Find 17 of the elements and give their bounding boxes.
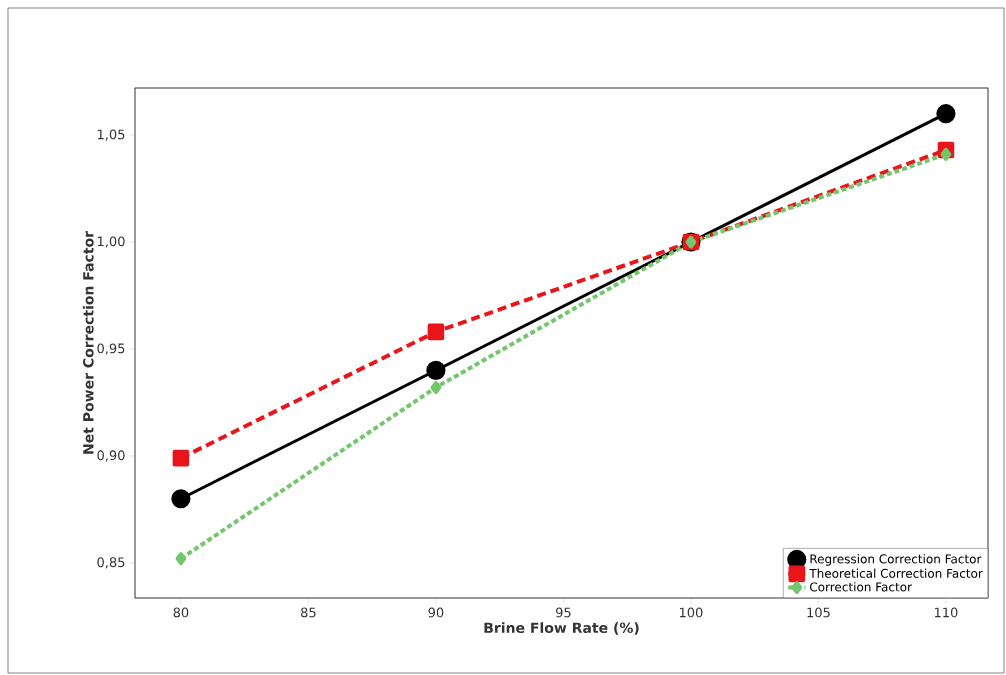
x-tick-label: 110 bbox=[934, 607, 958, 618]
y-tick-label: 1,05 bbox=[97, 129, 125, 141]
legend-label: Correction Factor bbox=[810, 582, 912, 592]
x-tick-label: 105 bbox=[807, 607, 830, 618]
x-axis-title: Brine Flow Rate (%) bbox=[484, 622, 639, 635]
y-tick-label: 0,95 bbox=[97, 343, 125, 355]
x-tick-label: 80 bbox=[173, 607, 189, 618]
legend-label: Regression Correction Factor bbox=[810, 554, 982, 566]
x-tick-label: 100 bbox=[679, 607, 703, 618]
y-tick-label: 1,00 bbox=[97, 236, 125, 248]
y-tick-label: 0,85 bbox=[97, 557, 125, 569]
x-tick-label: 85 bbox=[301, 607, 316, 618]
legend-label: Theoretical Correction Factor bbox=[809, 568, 983, 578]
y-axis-title: Net Power Correction Factor bbox=[82, 231, 94, 454]
y-tick-label: 0,90 bbox=[97, 450, 125, 462]
x-tick-label: 90 bbox=[428, 607, 444, 618]
x-tick-label: 95 bbox=[555, 607, 571, 618]
